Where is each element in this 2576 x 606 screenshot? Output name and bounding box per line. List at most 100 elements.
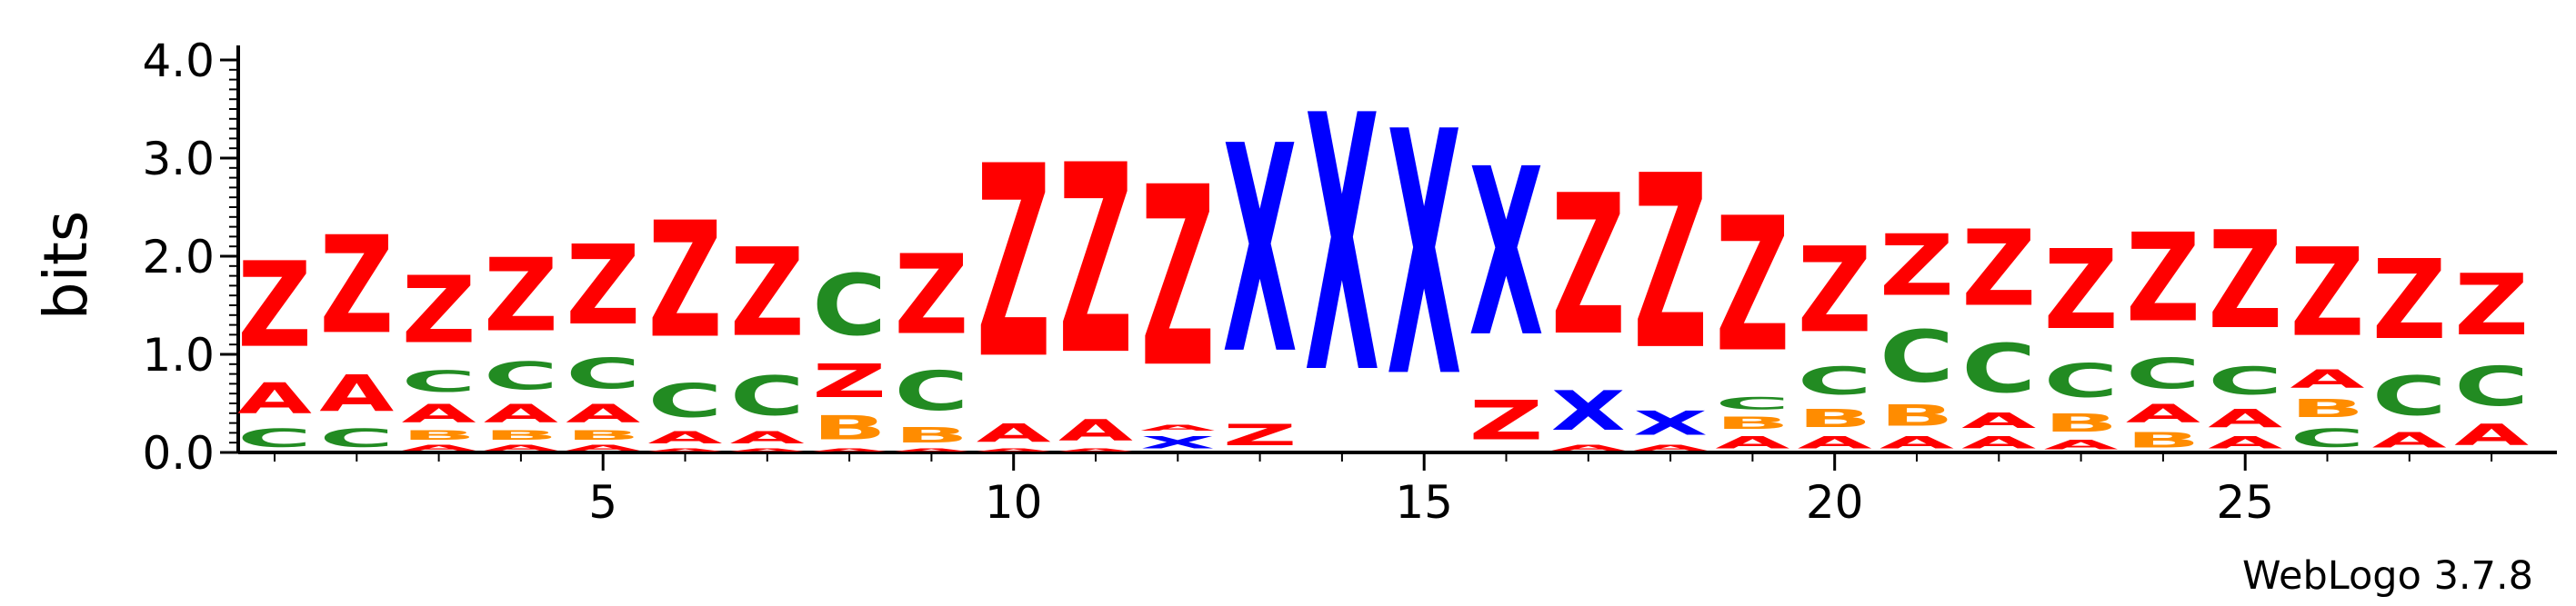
logo-letter-a: A: [730, 428, 805, 448]
logo-letter-a: A: [1798, 432, 1872, 452]
logo-letter-a: A: [237, 374, 312, 423]
logo-letter-z: Z: [977, 111, 1051, 419]
logo-letter-a: A: [2208, 432, 2282, 452]
y-tick-label: 4.0: [142, 35, 215, 87]
y-tick-label: 1.0: [142, 329, 215, 382]
logo-letter-x: X: [1140, 432, 1215, 452]
logo-letter-c: C: [812, 257, 887, 354]
logo-letter-b: B: [812, 408, 887, 447]
logo-letter-a: A: [1715, 432, 1789, 452]
logo-column-14: X: [1305, 42, 1379, 452]
y-tick-label: 3.0: [142, 133, 215, 185]
logo-letter-z: Z: [1469, 390, 1544, 453]
logo-letter-c: C: [566, 350, 640, 398]
logo-letter-c: C: [2290, 423, 2365, 452]
logo-column-16: ZX: [1469, 119, 1544, 452]
logo-letter-z: Z: [1879, 218, 1954, 315]
y-minor-ticks: [229, 68, 238, 444]
logo-letter-z: Z: [894, 233, 968, 359]
logo-letter-x: X: [1387, 62, 1461, 452]
logo-column-13: ZX: [1223, 87, 1298, 452]
logo-letter-c: C: [2044, 354, 2119, 408]
logo-letter-a: A: [894, 448, 968, 452]
logo-column-15: X: [1387, 62, 1461, 452]
logo-letter-z: Z: [812, 354, 887, 408]
logo-letter-z: Z: [648, 188, 723, 373]
logo-letter-x: X: [1469, 119, 1544, 388]
logo-column-11: AAZ: [1058, 111, 1134, 452]
logo-letter-c: C: [1879, 315, 1954, 399]
logo-letter-b: B: [484, 428, 558, 442]
logo-letter-c: C: [1798, 360, 1872, 403]
x-tick-label: 5: [588, 476, 617, 529]
logo-letter-a: A: [2454, 419, 2530, 453]
logo-column-10: AAZ: [977, 111, 1051, 452]
logo-letter-b: B: [1879, 399, 1954, 433]
logo-letter-c: C: [2208, 360, 2282, 403]
logo-letter-a: A: [319, 364, 394, 422]
logo-letter-a: A: [566, 442, 640, 452]
logo-letter-z: Z: [2290, 224, 2365, 365]
logo-letter-a: A: [484, 399, 558, 428]
logo-letter-c: C: [319, 423, 394, 452]
logo-column-1: CAZ: [237, 236, 312, 452]
logo-letter-c: C: [484, 354, 558, 398]
logo-letter-z: Z: [319, 208, 394, 364]
axes: 0.0 1.0 2.0 3.0 4.0 5 10 15 20 25: [142, 35, 2557, 529]
logo-letter-a: A: [566, 399, 640, 428]
logo-letter-z: Z: [1551, 154, 1626, 379]
logo-letter-b: B: [1715, 413, 1789, 433]
x-tick-label: 25: [2216, 476, 2274, 529]
logo-letter-z: Z: [566, 224, 640, 350]
logo-letter-c: C: [2126, 350, 2200, 398]
logo-letter-b: B: [566, 428, 640, 442]
logo-letter-a: A: [977, 448, 1051, 452]
logo-letter-z: Z: [402, 257, 476, 364]
logo-letter-z: Z: [1798, 222, 1872, 359]
logo-letter-c: C: [894, 360, 968, 423]
logo-letter-a: A: [1633, 442, 1708, 452]
logo-letter-a: A: [2044, 438, 2120, 452]
logo-letter-z: Z: [2372, 238, 2447, 364]
y-major-ticks: 0.0 1.0 2.0 3.0 4.0: [142, 35, 238, 480]
logo-letter-c: C: [237, 423, 312, 452]
logo-letter-a: A: [1140, 423, 1215, 433]
logo-letter-a: A: [1551, 442, 1626, 452]
logo-letter-z: Z: [730, 224, 805, 365]
logo-letter-x: X: [1223, 87, 1298, 418]
y-axis-label: bits: [31, 211, 101, 321]
weblogo-credit: WebLogo 3.7.8: [2242, 553, 2533, 599]
logo-letter-b: B: [2044, 408, 2119, 437]
logo-letter-a: A: [2126, 399, 2200, 428]
logo-letter-z: Z: [1140, 134, 1215, 422]
logo-letter-z: Z: [1633, 124, 1708, 403]
x-major-ticks: 5 10 15 20 25: [588, 452, 2274, 529]
x-tick-label: 10: [985, 476, 1043, 529]
logo-column-17: AXZ: [1551, 154, 1626, 452]
logo-letter-a: A: [977, 419, 1051, 448]
logo-letter-a: A: [1058, 448, 1133, 452]
x-tick-label: 15: [1395, 476, 1453, 529]
logo-letter-z: Z: [1058, 111, 1133, 413]
logo-letter-a: A: [1879, 432, 1954, 452]
logo-letter-a: A: [2208, 403, 2282, 432]
logo-letter-b: B: [1798, 403, 1872, 432]
logo-column-12: XAZ: [1140, 134, 1215, 452]
logo-letter-a: A: [402, 399, 476, 428]
logo-letter-a: A: [2372, 428, 2447, 452]
y-tick-label: 2.0: [142, 231, 215, 283]
logo-letter-z: Z: [2208, 204, 2282, 360]
logo-letter-b: B: [2290, 393, 2365, 422]
